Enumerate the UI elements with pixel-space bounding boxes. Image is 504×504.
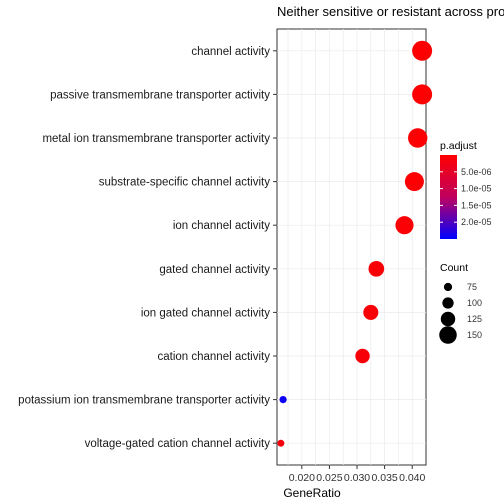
data-point [395, 216, 414, 235]
category-label: passive transmembrane transporter activi… [50, 89, 270, 101]
x-tick-label: 0.020 [289, 472, 315, 484]
size-legend-dot [439, 326, 457, 344]
size-legend-title: Count [440, 262, 468, 274]
category-label: cation channel activity [157, 351, 270, 363]
data-point [404, 172, 424, 192]
size-legend-dot [443, 282, 453, 292]
category-label: ion channel activity [173, 220, 270, 232]
grid-lines [277, 29, 426, 465]
x-axis-title: GeneRatio [283, 486, 341, 500]
color-legend-label: 2.0e-05 [461, 217, 492, 227]
category-label: potassium ion transmembrane transporter … [18, 395, 270, 407]
data-point [412, 40, 433, 61]
color-legend-label: 1.0e-05 [461, 184, 492, 194]
size-legend-dot [440, 311, 456, 327]
size-legend-label: 125 [467, 314, 482, 324]
data-point [408, 128, 428, 148]
data-point [279, 395, 287, 404]
chart-title: Neither sensitive or resistant across pr… [277, 4, 504, 19]
color-legend: p.adjust 5.0e-06 1.0e-05 1.5e-05 2.0e-05 [440, 140, 492, 239]
category-label: metal ion transmembrane transporter acti… [42, 133, 270, 145]
color-legend-label: 5.0e-06 [461, 167, 492, 177]
color-legend-title: p.adjust [440, 140, 477, 152]
data-point [412, 84, 433, 105]
category-labels: channel activity passive transmembrane tr… [18, 46, 277, 450]
size-legend-label: 100 [467, 298, 482, 308]
category-label: ion gated channel activity [141, 307, 270, 319]
data-point [277, 439, 285, 447]
size-legend-label: 75 [467, 282, 477, 292]
category-label: voltage-gated cation channel activity [85, 438, 271, 450]
x-tick-label: 0.035 [371, 472, 397, 484]
size-legend-label: 150 [467, 330, 482, 340]
color-legend-label: 1.5e-05 [461, 200, 492, 210]
data-points [277, 40, 433, 447]
category-label: substrate-specific channel activity [99, 177, 271, 189]
color-legend-bar [440, 155, 457, 239]
color-legend-ticks: 5.0e-06 1.0e-05 1.5e-05 2.0e-05 [440, 167, 492, 227]
size-legend: Count 75 100 125 150 [439, 262, 482, 344]
x-tick-label: 0.025 [316, 472, 342, 484]
category-label: gated channel activity [159, 264, 270, 276]
category-label: channel activity [191, 46, 270, 58]
size-legend-dot [442, 297, 454, 309]
data-point [355, 348, 370, 364]
x-tick-label: 0.030 [344, 472, 370, 484]
size-legend-keys: 75 100 125 150 [439, 282, 482, 344]
x-axis-ticks: 0.020 0.025 0.030 0.035 0.040 [289, 465, 425, 484]
data-point [368, 260, 385, 277]
x-tick-label: 0.040 [399, 472, 425, 484]
data-point [363, 304, 379, 320]
